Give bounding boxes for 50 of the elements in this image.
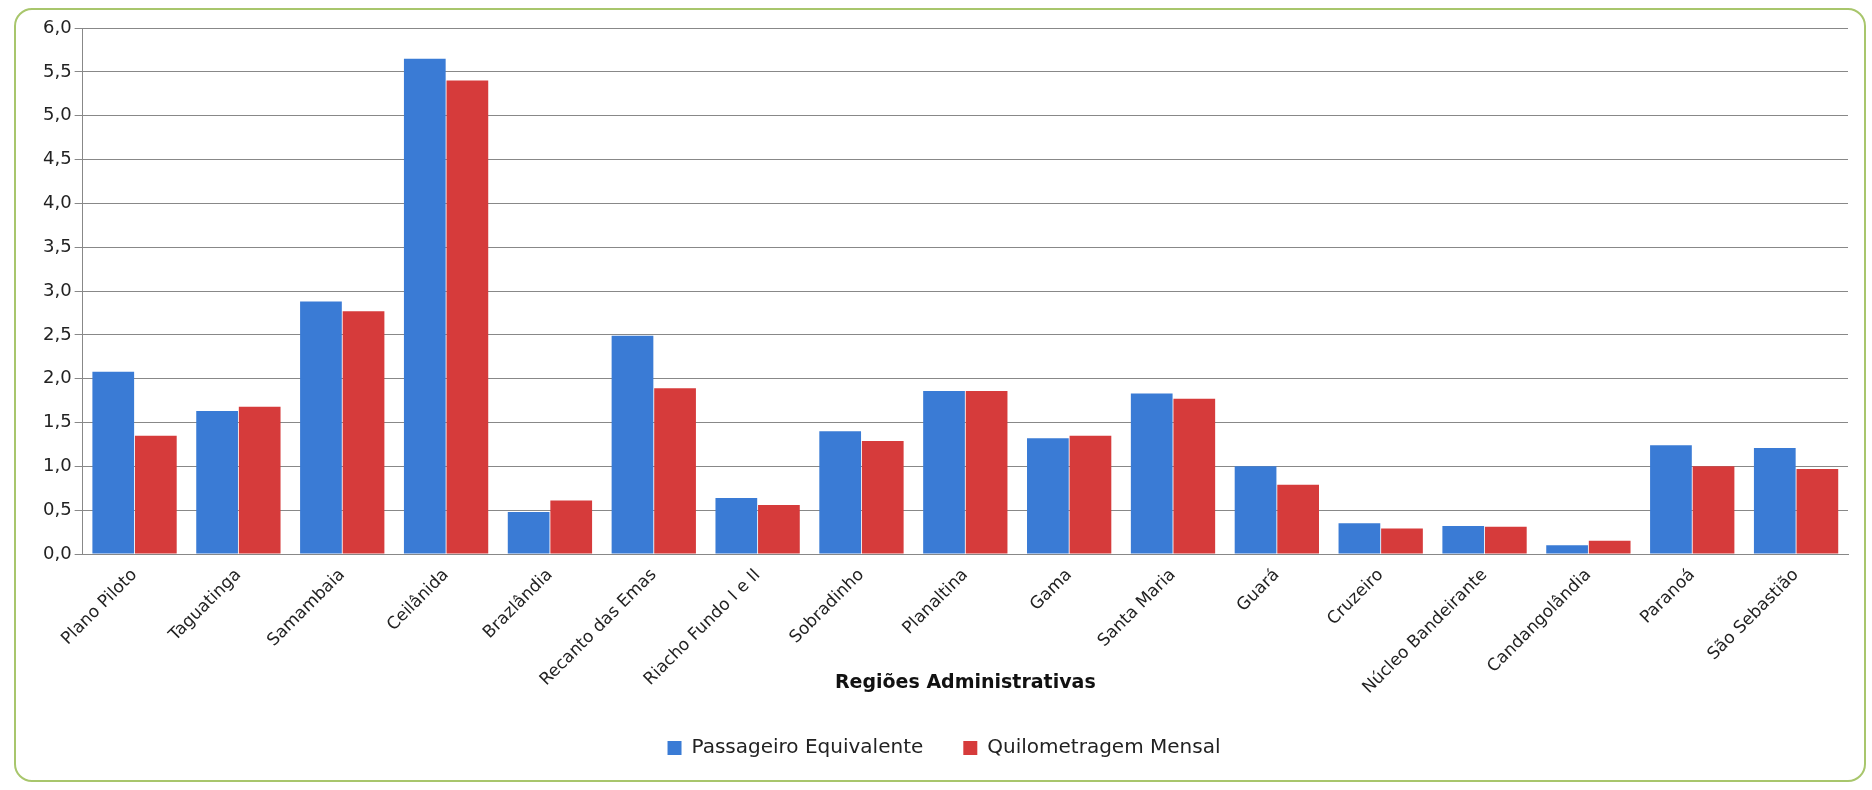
y-tick-label: 1,5 <box>42 410 72 432</box>
bar <box>1277 484 1319 554</box>
y-tick-label: 4,0 <box>42 191 72 213</box>
bar <box>1650 445 1692 554</box>
y-tick-label: 0,0 <box>42 541 72 563</box>
bar <box>1796 468 1839 554</box>
bar <box>238 406 281 554</box>
bar <box>611 335 654 554</box>
bar <box>1381 528 1423 554</box>
bar <box>1692 466 1735 554</box>
x-axis-title: Regiões Administrativas <box>834 669 1096 692</box>
bar <box>403 58 446 554</box>
bar <box>507 511 550 554</box>
bar <box>1338 523 1381 554</box>
bar <box>1588 540 1631 554</box>
bar <box>819 431 862 554</box>
bar <box>1753 447 1796 554</box>
bar <box>1442 525 1485 554</box>
bar <box>92 371 135 554</box>
bar <box>300 301 342 554</box>
y-tick-label: 5,0 <box>42 103 72 125</box>
bar <box>550 500 593 554</box>
y-tick-label: 2,0 <box>42 366 72 388</box>
bar <box>1069 435 1112 554</box>
legend-label: Quilometragem Mensal <box>987 734 1221 759</box>
bar <box>1173 398 1216 554</box>
bar <box>715 497 758 554</box>
y-tick-label: 2,5 <box>42 322 72 344</box>
bar <box>1027 438 1069 554</box>
y-tick-label: 5,5 <box>42 59 72 81</box>
bar <box>1484 526 1527 554</box>
bar <box>965 390 1008 554</box>
bar <box>1546 545 1588 554</box>
y-tick-label: 1,0 <box>42 454 72 476</box>
y-tick-label: 0,5 <box>42 497 72 519</box>
bar <box>654 388 696 554</box>
legend-label: Passageiro Equivalente <box>691 734 924 759</box>
bar <box>134 435 177 554</box>
y-tick-label: 6,0 <box>42 15 72 37</box>
bar <box>446 80 489 554</box>
bar <box>923 390 965 554</box>
bar <box>342 311 385 554</box>
bar <box>1130 393 1173 554</box>
bar <box>1234 466 1277 554</box>
y-tick-label: 4,5 <box>42 147 72 169</box>
y-tick-label: 3,0 <box>42 278 72 300</box>
bar <box>861 440 904 554</box>
bar <box>758 504 800 554</box>
bar <box>196 411 238 554</box>
y-tick-label: 3,5 <box>42 234 72 256</box>
